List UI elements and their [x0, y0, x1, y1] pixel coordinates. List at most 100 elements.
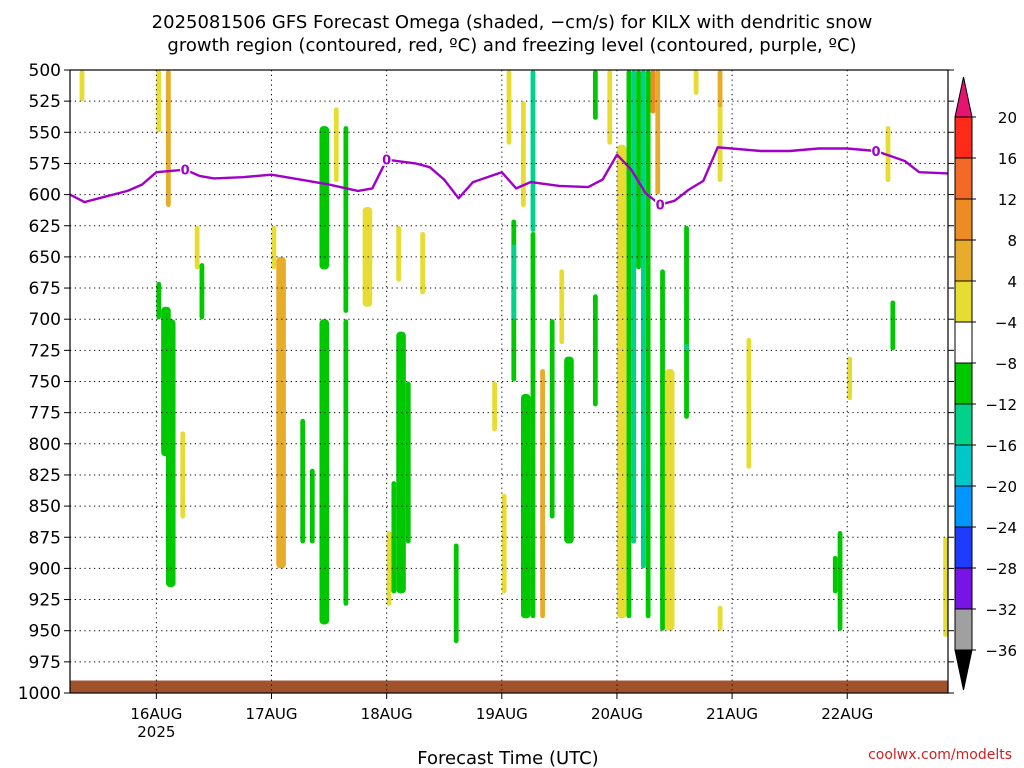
- omega-region: [156, 70, 162, 133]
- omega-region: [199, 263, 205, 320]
- omega-region: [890, 300, 896, 351]
- freezing-level-label: 0: [181, 164, 190, 179]
- colorbar-label: −24: [985, 519, 1017, 537]
- surface-band: [70, 680, 948, 693]
- omega-region: [520, 393, 531, 619]
- omega-region: [717, 70, 723, 108]
- y-tick-label: 850: [29, 497, 61, 517]
- colorbar-swatch: [954, 321, 973, 364]
- contour-label-bg: [871, 143, 882, 157]
- omega-region: [271, 225, 277, 270]
- y-tick-label: 775: [29, 404, 61, 424]
- omega-region: [362, 207, 373, 307]
- omega-region: [165, 70, 171, 208]
- contour-label-bg: [381, 152, 392, 166]
- y-tick-label: 950: [29, 622, 61, 642]
- grid-lines: [70, 69, 948, 694]
- omega-region: [645, 70, 651, 619]
- omega-region: [660, 269, 665, 631]
- colorbar-swatch: [954, 567, 973, 610]
- colorbar-top-arrow: [954, 76, 973, 118]
- omega-region: [943, 537, 948, 637]
- omega-region: [165, 319, 176, 588]
- omega-region: [420, 231, 426, 295]
- omega-region: [717, 605, 723, 631]
- omega-region: [506, 70, 512, 145]
- contour-label-bg: [180, 162, 191, 176]
- contour-label-bg: [655, 197, 666, 211]
- omega-region: [180, 431, 186, 519]
- colorbar-label: 12: [998, 191, 1017, 209]
- omega-region: [837, 531, 843, 631]
- omega-region: [343, 126, 349, 313]
- y-tick-label: 925: [29, 591, 61, 611]
- x-axis-title: Forecast Time (UTC): [417, 748, 598, 768]
- colorbar-swatch: [954, 526, 973, 569]
- omega-region: [549, 319, 555, 519]
- y-tick-label: 600: [29, 186, 61, 206]
- y-tick-label: 800: [29, 435, 61, 455]
- colorbar-swatch: [954, 198, 973, 241]
- y-axis: 500 525 550 575 600 625 650 675 700 725 750 775 800 8…: [18, 61, 954, 704]
- credit-text: coolwx.com/modelts: [868, 747, 1012, 763]
- surface-band-fill: [70, 680, 948, 693]
- colorbar-swatch: [954, 403, 973, 446]
- freezing-level-label: 0: [656, 199, 665, 214]
- x-tick-sublabel: 2025: [137, 723, 175, 741]
- y-tick-label: 725: [29, 341, 61, 361]
- omega-shading: [79, 70, 948, 644]
- omega-region: [832, 555, 838, 594]
- omega-region: [319, 319, 330, 625]
- colorbar-label: −16: [985, 437, 1017, 455]
- colorbar-swatch: [954, 608, 973, 651]
- colorbar-swatch: [954, 239, 973, 282]
- x-tick-label: 17AUG: [246, 705, 298, 723]
- colorbar-label: 20: [998, 109, 1017, 127]
- colorbar-label: 4: [1007, 273, 1017, 291]
- x-tick-label: 16AUG: [130, 705, 182, 723]
- colorbar-swatch: [954, 362, 973, 405]
- omega-region: [631, 70, 637, 544]
- omega-region: [592, 294, 598, 407]
- colorbar-label: −20: [985, 478, 1017, 496]
- y-tick-label: 500: [29, 61, 61, 81]
- omega-region: [616, 144, 627, 619]
- chart-title-line1: 2025081506 GFS Forecast Omega (shaded, −…: [152, 12, 873, 33]
- omega-region: [636, 70, 641, 270]
- y-tick-label: 700: [29, 310, 61, 330]
- y-tick-label: 875: [29, 528, 61, 548]
- omega-region: [746, 337, 752, 469]
- y-tick-label: 750: [29, 373, 61, 393]
- omega-region: [607, 70, 613, 145]
- omega-region: [276, 256, 286, 569]
- omega-region: [156, 281, 162, 320]
- omega-region: [396, 331, 406, 594]
- omega-region: [319, 126, 330, 270]
- omega-region: [540, 369, 545, 619]
- freezing-level-label: 0: [382, 154, 391, 169]
- omega-region: [520, 101, 526, 208]
- colorbar-swatch: [954, 485, 973, 528]
- plot-frame: [69, 69, 949, 694]
- omega-region: [664, 369, 675, 631]
- omega-region: [453, 543, 459, 644]
- omega-region: [492, 381, 498, 432]
- colorbar-swatch: [954, 157, 973, 200]
- colorbar-bottom-arrow: [954, 649, 973, 691]
- x-tick-label: 20AUG: [591, 705, 643, 723]
- colorbar: 20 16 12 8 4 −4 −8 −12 −16 −20 −24 −28 −32 −36: [954, 76, 1017, 691]
- omega-region: [684, 225, 689, 419]
- omega-region: [300, 418, 306, 544]
- omega-region: [626, 70, 632, 619]
- y-tick-label: 525: [29, 92, 61, 112]
- omega-region: [693, 70, 699, 95]
- x-tick-label: 19AUG: [476, 705, 528, 723]
- omega-region: [650, 70, 656, 114]
- omega-region: [559, 269, 565, 345]
- omega-region: [343, 319, 349, 606]
- y-tick-label: 1000: [18, 684, 61, 704]
- omega-region: [194, 225, 200, 270]
- colorbar-label: 16: [998, 150, 1017, 168]
